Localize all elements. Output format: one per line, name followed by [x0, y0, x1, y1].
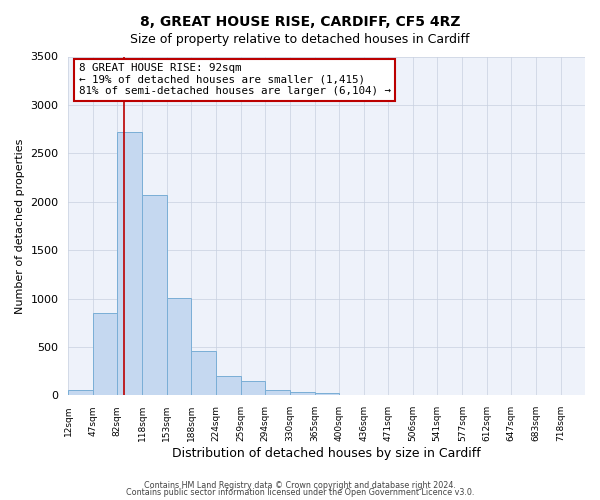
Text: 8 GREAT HOUSE RISE: 92sqm
← 19% of detached houses are smaller (1,415)
81% of se: 8 GREAT HOUSE RISE: 92sqm ← 19% of detac… [79, 64, 391, 96]
Bar [265, 390, 290, 396]
Bar [290, 392, 314, 396]
Text: Contains HM Land Registry data © Crown copyright and database right 2024.: Contains HM Land Registry data © Crown c… [144, 480, 456, 490]
Y-axis label: Number of detached properties: Number of detached properties [15, 138, 25, 314]
Bar [68, 390, 93, 396]
Bar [241, 382, 265, 396]
Bar [339, 394, 364, 396]
Bar [117, 132, 142, 396]
Bar [314, 394, 339, 396]
Text: Contains public sector information licensed under the Open Government Licence v3: Contains public sector information licen… [126, 488, 474, 497]
Text: 8, GREAT HOUSE RISE, CARDIFF, CF5 4RZ: 8, GREAT HOUSE RISE, CARDIFF, CF5 4RZ [140, 15, 460, 29]
Text: Size of property relative to detached houses in Cardiff: Size of property relative to detached ho… [130, 32, 470, 46]
Bar [167, 298, 191, 396]
X-axis label: Distribution of detached houses by size in Cardiff: Distribution of detached houses by size … [172, 447, 481, 460]
Bar [191, 352, 216, 396]
Bar [142, 195, 167, 396]
Bar [216, 376, 241, 396]
Bar [93, 313, 117, 396]
